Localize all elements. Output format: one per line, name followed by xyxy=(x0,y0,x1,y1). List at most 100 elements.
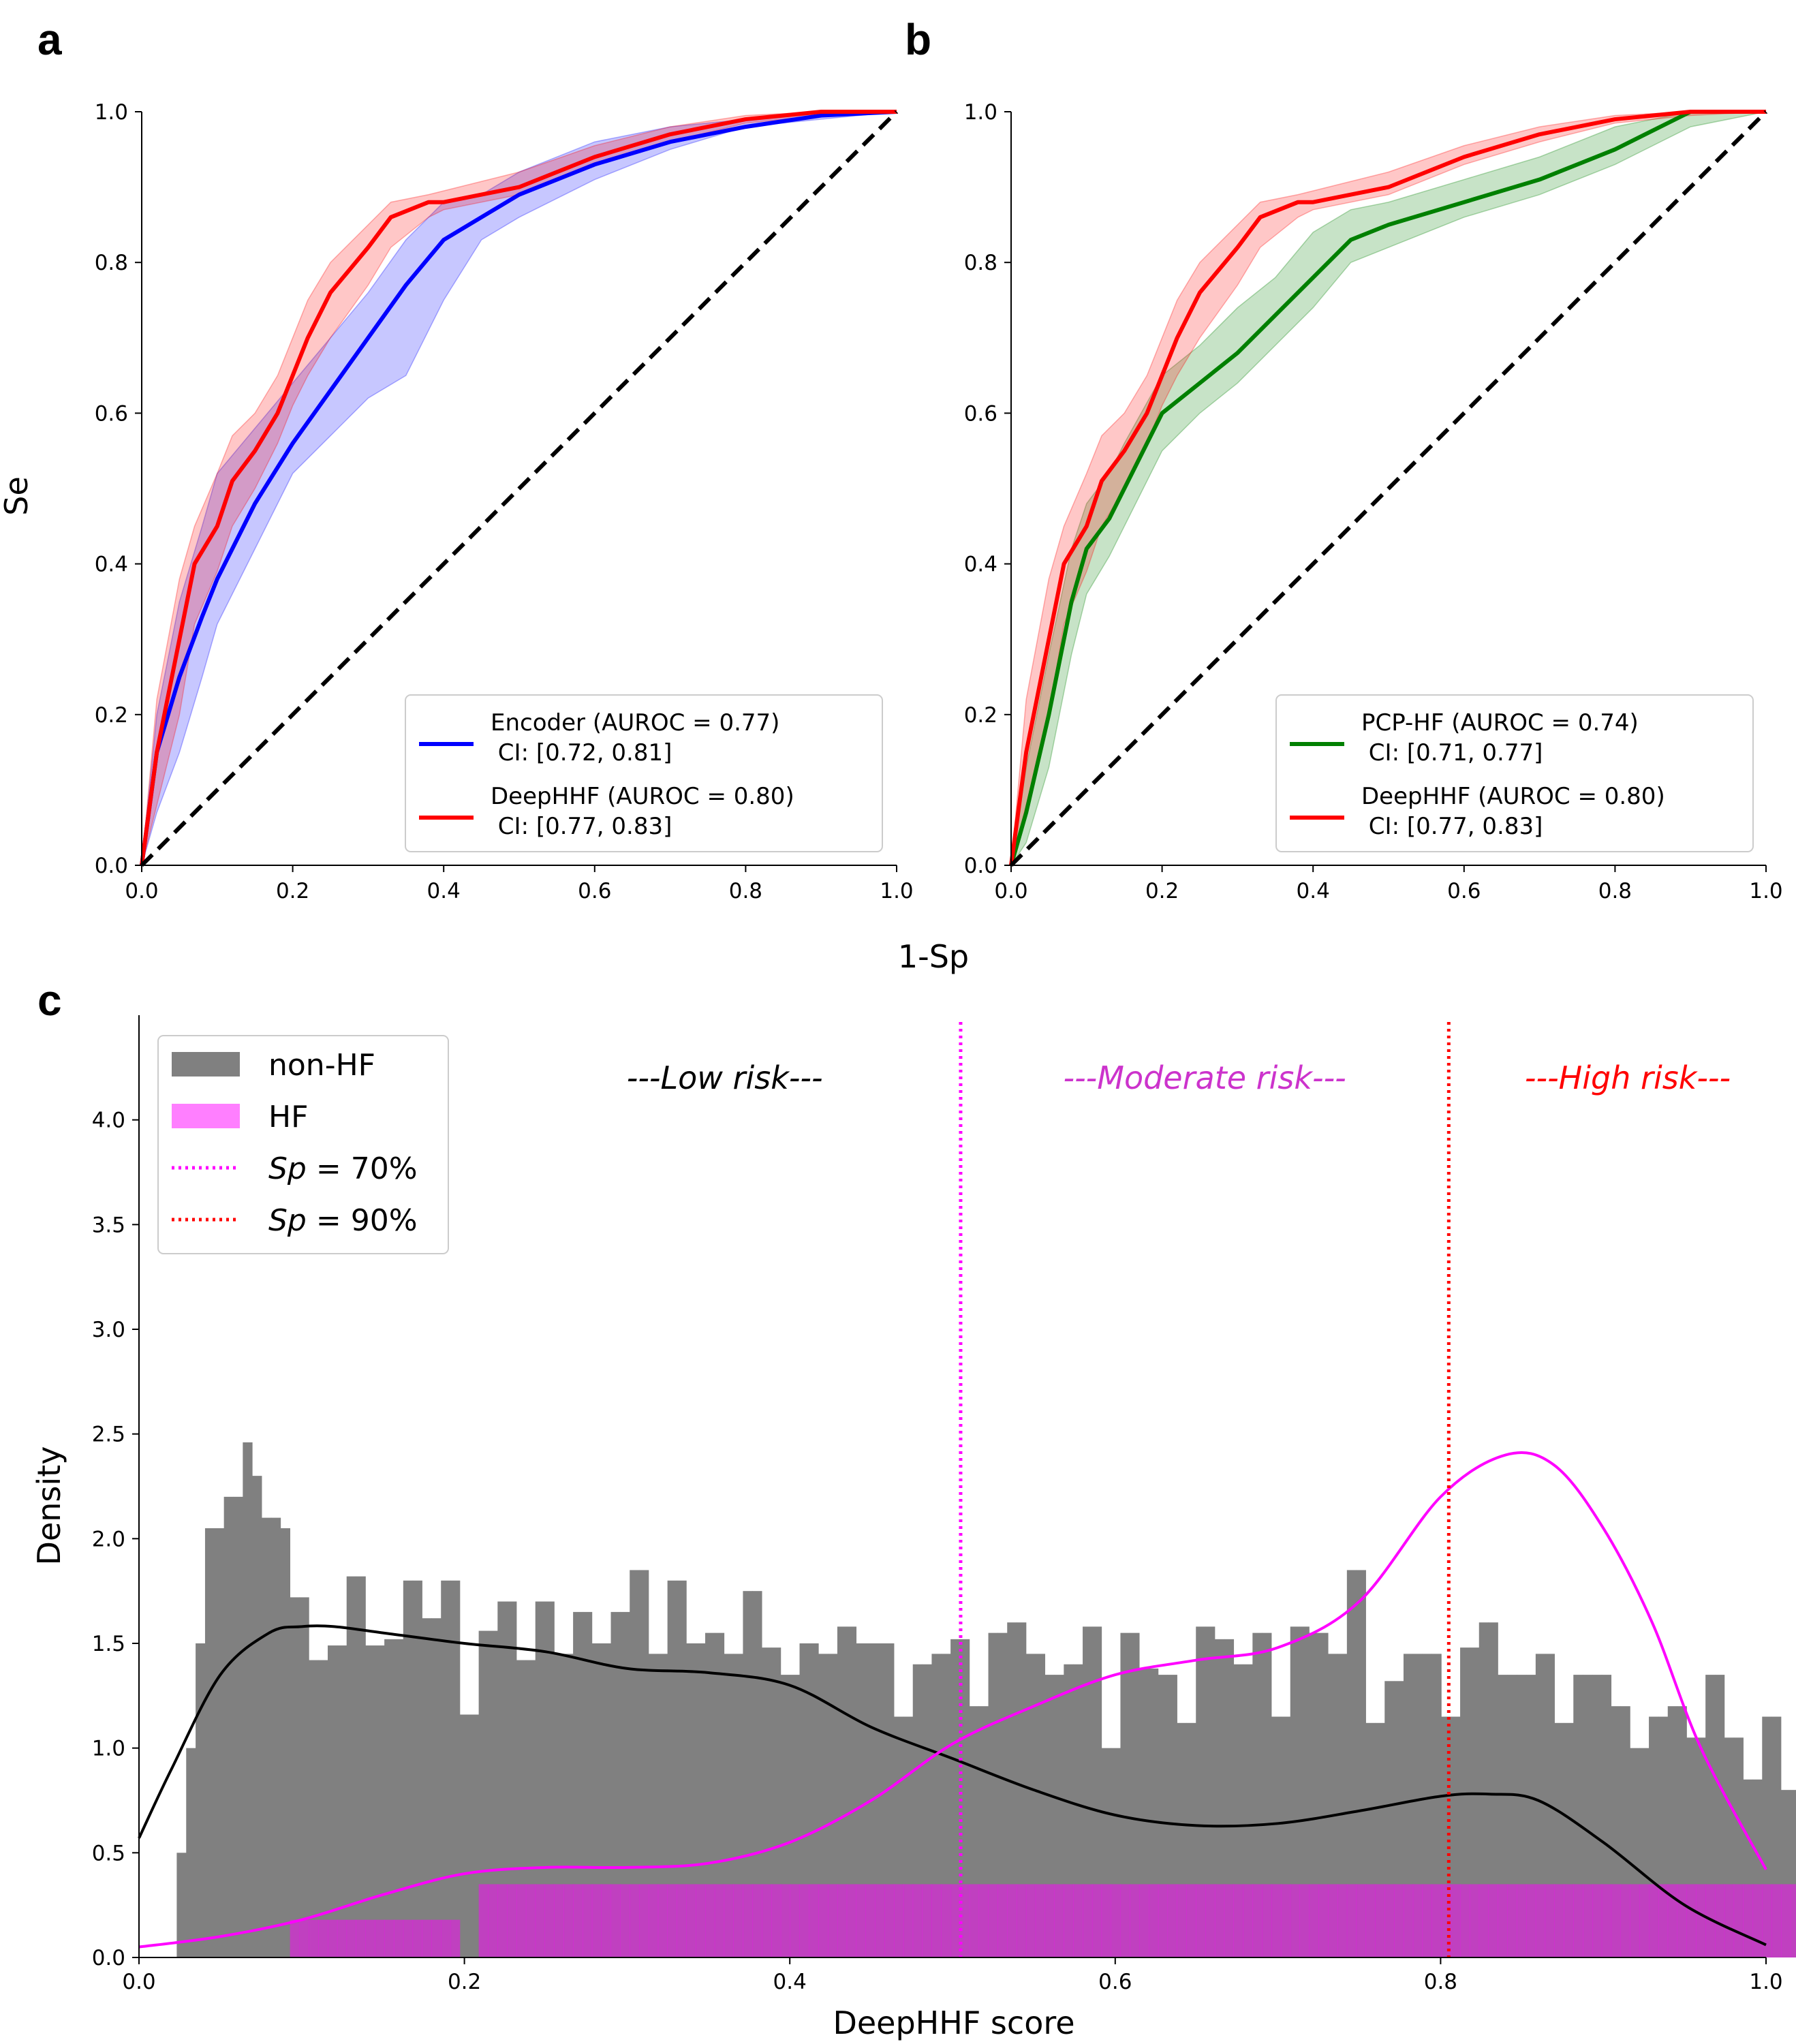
bar-non-hf xyxy=(677,1580,687,1957)
bar-hf xyxy=(912,1884,923,1957)
legend-swatch-non-hf xyxy=(172,1052,240,1077)
bar-hf xyxy=(1328,1884,1338,1957)
bar-hf xyxy=(1752,1884,1763,1957)
bar-non-hf xyxy=(1214,1639,1225,1957)
x-tick-label: 0.4 xyxy=(1297,879,1330,903)
bar-hf xyxy=(1431,1884,1442,1957)
hist-x-axis-title: DeepHHF score xyxy=(833,2004,1074,2041)
chance-line xyxy=(1009,110,1768,867)
roc-line-pcp-hf xyxy=(1009,110,1766,866)
bar-non-hf xyxy=(384,1639,394,1957)
legend-ci: CI: [0.71, 0.77] xyxy=(1361,739,1543,766)
y-tick-label: 1.0 xyxy=(95,100,128,125)
bar-hf xyxy=(1290,1884,1300,1957)
bar-hf xyxy=(1412,1884,1423,1957)
x-tick-label: 0.2 xyxy=(276,879,309,903)
roc-line-deephhf xyxy=(1009,110,1766,866)
bar-non-hf xyxy=(705,1632,715,1957)
bar-hf xyxy=(1488,1884,1498,1957)
bar-hf xyxy=(365,1919,375,1957)
bar-hf xyxy=(1233,1884,1243,1957)
roc-line-deephhf xyxy=(140,110,897,866)
bar-hf xyxy=(573,1884,583,1957)
bar-non-hf xyxy=(696,1643,706,1957)
bar-hf xyxy=(1158,1884,1168,1957)
bar-hf xyxy=(1224,1884,1235,1957)
bar-hf xyxy=(1601,1884,1612,1957)
bar-hf xyxy=(1025,1884,1036,1957)
y-tick-label: 0.0 xyxy=(95,854,128,878)
bar-hf xyxy=(780,1884,791,1957)
bar-non-hf xyxy=(714,1632,725,1957)
bar-hf xyxy=(478,1884,489,1957)
bar-non-hf xyxy=(1469,1647,1480,1957)
legend-label: PCP-HF (AUROC = 0.74) xyxy=(1361,709,1639,737)
y-tick-label: 0.6 xyxy=(964,401,997,426)
legend-ci: CI: [0.77, 0.83] xyxy=(1361,813,1543,840)
bar-hf xyxy=(516,1884,527,1957)
bar-hf xyxy=(639,1884,649,1957)
bar-non-hf xyxy=(1035,1654,1046,1957)
bar-non-hf xyxy=(591,1643,602,1957)
bar-non-hf xyxy=(762,1647,772,1957)
bar-non-hf xyxy=(1196,1626,1206,1957)
y-tick-label: 0.0 xyxy=(92,1946,125,1970)
bar-non-hf xyxy=(1290,1626,1300,1957)
bar-hf xyxy=(346,1919,356,1957)
bar-hf xyxy=(686,1884,696,1957)
bar-non-hf xyxy=(639,1570,649,1957)
bar-non-hf xyxy=(931,1654,942,1957)
bar-non-hf xyxy=(328,1645,338,1957)
roc-panel-b: 0.0 0.2 0.4 0.6 0.8 1.0 0.0 0.2 0.4 0.6 0.8 1.0 PCP… xyxy=(964,100,1783,903)
bar-hf xyxy=(620,1884,630,1957)
bar-non-hf xyxy=(450,1580,461,1957)
bar-hf xyxy=(1620,1884,1630,1957)
y-tick-label: 0.8 xyxy=(95,251,128,275)
legend-label: Encoder (AUROC = 0.77) xyxy=(491,709,779,737)
legend-box xyxy=(157,1035,449,1254)
bar-non-hf xyxy=(1790,1790,1796,1957)
bar-hf xyxy=(922,1884,932,1957)
bar-non-hf xyxy=(828,1654,838,1957)
legend-ci: CI: [0.72, 0.81] xyxy=(491,739,672,766)
bar-hf xyxy=(630,1884,640,1957)
y-tick-label: 1.0 xyxy=(92,1737,125,1761)
bar-non-hf xyxy=(431,1618,442,1957)
bar-hf xyxy=(1356,1884,1366,1957)
bar-non-hf xyxy=(1328,1654,1338,1957)
bar-non-hf xyxy=(743,1591,753,1957)
bar-hf xyxy=(450,1919,461,1957)
bar-non-hf xyxy=(403,1580,414,1957)
bar-non-hf xyxy=(573,1611,583,1957)
bar-non-hf xyxy=(1224,1639,1235,1957)
axes: 0.0 0.2 0.4 0.6 0.8 1.0 0.0 0.2 0.4 0.6 0.8 1.0 xyxy=(95,100,914,903)
bar-non-hf xyxy=(563,1654,574,1957)
bar-hf xyxy=(318,1919,328,1957)
bar-non-hf xyxy=(525,1660,536,1957)
x-tick-label: 0.0 xyxy=(122,1970,155,1994)
bar-non-hf xyxy=(1422,1654,1432,1957)
bar-hf xyxy=(1780,1884,1791,1957)
bar-hf xyxy=(1762,1884,1772,1957)
bar-hf xyxy=(422,1919,432,1957)
bar-hf xyxy=(941,1884,951,1957)
bar-hf xyxy=(1696,1884,1706,1957)
bar-non-hf xyxy=(204,1528,215,1957)
bar-hf xyxy=(1667,1884,1678,1957)
roc-line-encoder xyxy=(140,110,897,866)
y-tick-label: 0.4 xyxy=(95,553,128,577)
bar-non-hf xyxy=(1091,1626,1102,1957)
bar-hf xyxy=(1252,1884,1263,1957)
bar-non-hf xyxy=(309,1660,319,1957)
bar-hf xyxy=(903,1884,914,1957)
x-tick-label: 0.8 xyxy=(1598,879,1632,903)
x-tick-label: 0.8 xyxy=(729,879,762,903)
bar-hf xyxy=(1186,1884,1196,1957)
bar-hf xyxy=(1035,1884,1046,1957)
bar-hf xyxy=(1649,1884,1659,1957)
bar-hf xyxy=(1299,1884,1310,1957)
roc-lines xyxy=(1009,110,1768,867)
y-tick-label: 0.0 xyxy=(964,854,997,878)
bar-hf xyxy=(1271,1884,1282,1957)
